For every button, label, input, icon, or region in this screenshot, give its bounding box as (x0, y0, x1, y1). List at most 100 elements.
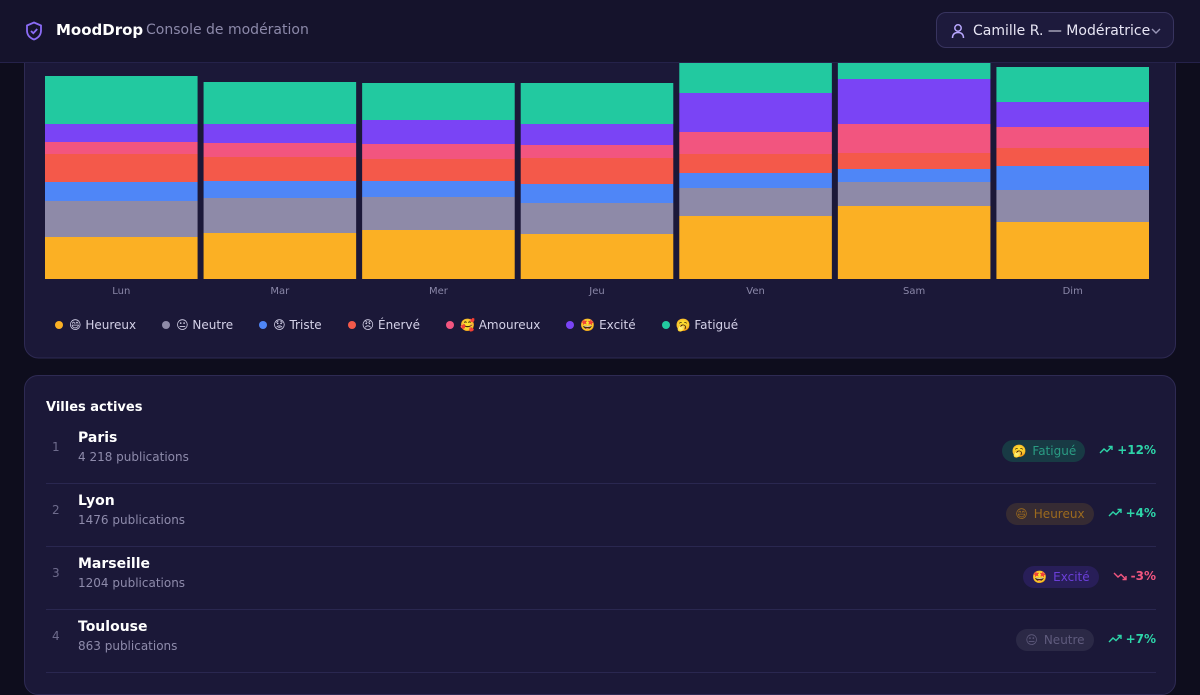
bar-segment (996, 67, 1149, 102)
mood-label: Heureux (1033, 507, 1085, 521)
trend-value: +7% (1125, 632, 1156, 646)
city-count: 4 218 publications (78, 450, 189, 464)
trend-icon (1099, 445, 1113, 454)
trend-value: +4% (1125, 506, 1156, 520)
x-tick-label: Mar (270, 286, 290, 297)
bar-segment (203, 233, 357, 279)
mood-label: Excité (1053, 570, 1090, 584)
bar-segment (45, 154, 198, 182)
trend-icon (1113, 572, 1127, 581)
legend-dot (259, 321, 268, 329)
rank: 4 (52, 629, 60, 643)
bar-segment (520, 184, 674, 203)
city-count: 1476 publications (78, 513, 186, 527)
bar-segment (520, 145, 674, 158)
city-name: Marseille (78, 556, 151, 572)
bar-segment (362, 144, 515, 159)
legend-label: 🤩 Excité (580, 318, 636, 332)
legend-label: 😟 Triste (273, 318, 322, 332)
trend-value: +12% (1117, 443, 1156, 457)
top-bar: MoodDrop Console de modération Camille R… (0, 0, 1200, 63)
logo (26, 21, 42, 41)
trend: +4% (1108, 506, 1156, 520)
user-name: Camille R. — Modératrice (973, 23, 1151, 39)
bar-segment (837, 169, 991, 182)
city-row: 4 Toulouse 863 publications +7% 😐 Neutre (46, 609, 1156, 673)
bar-segment (520, 158, 674, 184)
bar-segment (837, 79, 991, 124)
mood-badge: 😄 Heureux (1006, 503, 1094, 525)
bar-segment (203, 157, 357, 181)
mood-emoji: 🥱 (1011, 444, 1027, 458)
legend-item: 🥱 Fatigué (661, 318, 738, 332)
mood-badge: 🤩 Excité (1023, 566, 1099, 588)
legend-dot (445, 321, 454, 329)
mood-label: Fatigué (1032, 444, 1077, 458)
bar-segment (362, 83, 515, 120)
bar-segment (203, 181, 357, 198)
city-name: Lyon (78, 493, 115, 509)
legend-label: 😄 Heureux (69, 318, 137, 332)
bar-segment (679, 154, 832, 173)
bar-segment (203, 82, 357, 124)
bar-segment (45, 182, 198, 201)
bar-segment (996, 127, 1149, 148)
card-title: Villes actives (46, 400, 143, 415)
city-count: 1204 publications (78, 576, 186, 590)
subtitle: Console de modération (146, 22, 309, 38)
trend: +7% (1108, 632, 1156, 646)
x-tick-label: Sam (903, 286, 925, 297)
trend: +12% (1099, 443, 1156, 457)
bar-segment (679, 93, 832, 132)
trend-arrow (1108, 508, 1122, 517)
legend-dot (661, 321, 670, 329)
legend-dot (566, 321, 575, 329)
mood-emoji: 🤩 (1032, 570, 1048, 584)
chevron (1151, 28, 1161, 34)
bar-segment (679, 173, 832, 188)
bar-segment (520, 83, 674, 124)
bar-segment (996, 166, 1149, 190)
trend: -3% (1113, 569, 1156, 583)
trend-icon (1108, 508, 1122, 517)
brand: MoodDrop (56, 21, 144, 39)
bar-segment (679, 132, 832, 154)
user-menu[interactable]: Camille R. — Modératrice (936, 12, 1174, 48)
x-tick-label: Ven (746, 286, 765, 297)
trend-arrow (1099, 445, 1113, 454)
bar-segment (362, 181, 515, 197)
chart-card: Lun Mar Mer Jeu Ven Sam Dim (24, 0, 1176, 359)
x-tick-label: Dim (1063, 286, 1083, 297)
bar-segment (996, 190, 1149, 222)
mood-badge: 😐 Neutre (1016, 629, 1094, 651)
legend-dot (55, 321, 63, 329)
rank: 3 (52, 566, 60, 580)
mood-emoji: 😐 (1025, 633, 1038, 647)
bar-segment (362, 120, 515, 144)
legend-dot (162, 321, 171, 329)
legend-item: 😠 Énervé (347, 318, 420, 332)
bar-segment (679, 216, 832, 279)
bar-segment (996, 102, 1149, 127)
trend-icon (1108, 634, 1122, 643)
bar-segment (996, 148, 1149, 166)
bar-segment (837, 206, 991, 279)
bar-segment (45, 237, 198, 279)
x-tick-label: Lun (112, 286, 130, 297)
legend-label: 😐 Neutre (176, 318, 234, 332)
cities-card: Villes actives 1 Paris 4 218 publications +… (24, 375, 1176, 695)
legend-label: 🥰 Amoureux (459, 318, 541, 332)
trend-arrow (1113, 572, 1127, 581)
legend: 😄 Heureux 😐 Neutre 😟 Triste 😠 Énervé 🥰 Amour… (55, 318, 738, 332)
mood-label: Neutre (1043, 633, 1085, 647)
mood-emoji: 😄 (1015, 507, 1028, 521)
bar-segment (837, 153, 991, 169)
x-tick-label: Mer (429, 286, 449, 297)
bar-segment (520, 234, 674, 279)
legend-label: 😠 Énervé (361, 318, 420, 332)
bar-segment (45, 76, 198, 124)
user-icon (951, 24, 965, 39)
city-count: 863 publications (78, 639, 178, 653)
mood-badge: 🥱 Fatigué (1002, 440, 1086, 462)
